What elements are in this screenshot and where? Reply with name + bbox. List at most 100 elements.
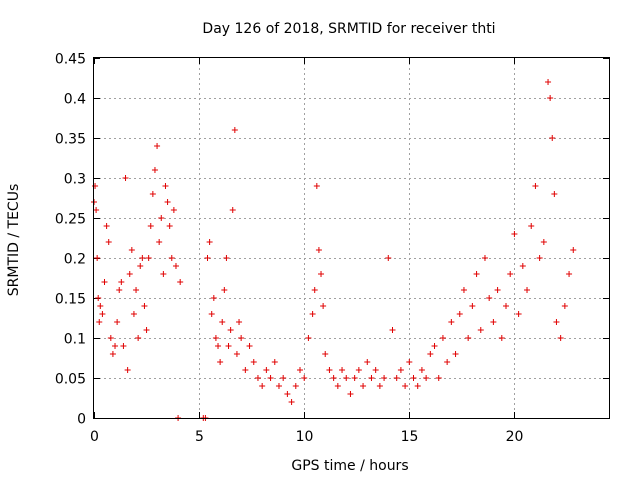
data-point [217, 359, 224, 365]
y-axis-title: SRMTID / TECUs [6, 184, 22, 297]
data-point [215, 343, 222, 349]
data-point [206, 239, 213, 245]
data-point [410, 375, 417, 381]
x-tick-label: 5 [195, 429, 204, 445]
data-point [284, 391, 291, 397]
data-point [137, 263, 144, 269]
data-point [519, 263, 526, 269]
data-point [473, 271, 480, 277]
data-point [143, 327, 150, 333]
data-point [267, 375, 274, 381]
data-point [145, 255, 152, 261]
y-tick-label: 0.25 [55, 212, 86, 228]
data-point [540, 239, 547, 245]
data-point [170, 207, 177, 213]
data-point [208, 311, 215, 317]
data-point [172, 263, 179, 269]
data-point [93, 207, 100, 213]
data-point [507, 271, 514, 277]
data-point [355, 367, 362, 373]
data-point [154, 143, 161, 149]
data-point [105, 239, 112, 245]
data-point [532, 183, 539, 189]
data-point [147, 223, 154, 229]
data-point [397, 367, 404, 373]
data-point [452, 351, 459, 357]
data-point [469, 303, 476, 309]
data-point [263, 367, 270, 373]
data-point [494, 287, 501, 293]
data-point [107, 335, 114, 341]
data-point [97, 303, 104, 309]
data-point [570, 247, 577, 253]
data-point [162, 183, 169, 189]
data-point [545, 79, 552, 85]
data-point [320, 303, 327, 309]
data-point [311, 287, 318, 293]
data-point [439, 335, 446, 341]
data-point [112, 343, 119, 349]
data-point [551, 191, 558, 197]
y-tick-label: 0.3 [64, 172, 86, 188]
data-point [448, 319, 455, 325]
data-point [156, 239, 163, 245]
data-point [288, 399, 295, 405]
data-point [297, 367, 303, 373]
y-tick-label: 0.35 [55, 132, 86, 148]
data-point [233, 351, 240, 357]
data-point [96, 319, 103, 325]
data-point [94, 255, 101, 261]
data-point [372, 367, 379, 373]
data-point [118, 279, 125, 285]
data-point [423, 375, 430, 381]
y-tick-label: 0 [77, 412, 86, 428]
data-point [103, 223, 110, 229]
data-point [364, 359, 371, 365]
data-point [431, 343, 438, 349]
data-point [229, 207, 236, 213]
data-point [460, 287, 467, 293]
data-point [160, 271, 167, 277]
data-point [141, 303, 148, 309]
data-point [120, 343, 127, 349]
data-point [547, 95, 554, 101]
data-point [219, 319, 226, 325]
data-point [561, 303, 568, 309]
data-point [135, 335, 142, 341]
grid [94, 58, 609, 418]
data-point [168, 255, 175, 261]
data-point [254, 375, 261, 381]
data-point [427, 351, 434, 357]
data-point [280, 375, 287, 381]
data-point [227, 327, 234, 333]
data-point [231, 127, 238, 133]
data-point [271, 359, 278, 365]
data-point [204, 255, 211, 261]
data-point [511, 231, 518, 237]
ticks: 0 0.05 0.1 0.15 0.2 0.25 0.3 0.35 0.4 0.45 0 5 10 15 2… [55, 52, 609, 445]
data-series [91, 79, 577, 421]
data-point [116, 287, 123, 293]
data-point [166, 223, 173, 229]
data-point [444, 359, 451, 365]
data-point [414, 383, 421, 389]
data-point [503, 303, 509, 309]
data-point [95, 295, 102, 301]
data-point [151, 167, 158, 173]
data-point [225, 343, 232, 349]
data-point [385, 255, 392, 261]
data-point [101, 279, 108, 285]
data-point [149, 191, 156, 197]
data-point [309, 311, 316, 317]
data-point [223, 255, 230, 261]
data-point [259, 383, 266, 389]
data-point [418, 367, 425, 373]
data-point [250, 359, 257, 365]
data-point [528, 223, 535, 229]
data-point [305, 335, 312, 341]
data-point [246, 343, 253, 349]
data-point [334, 383, 341, 389]
y-tick-label: 0.15 [55, 292, 86, 308]
x-tick-label: 20 [506, 429, 524, 445]
